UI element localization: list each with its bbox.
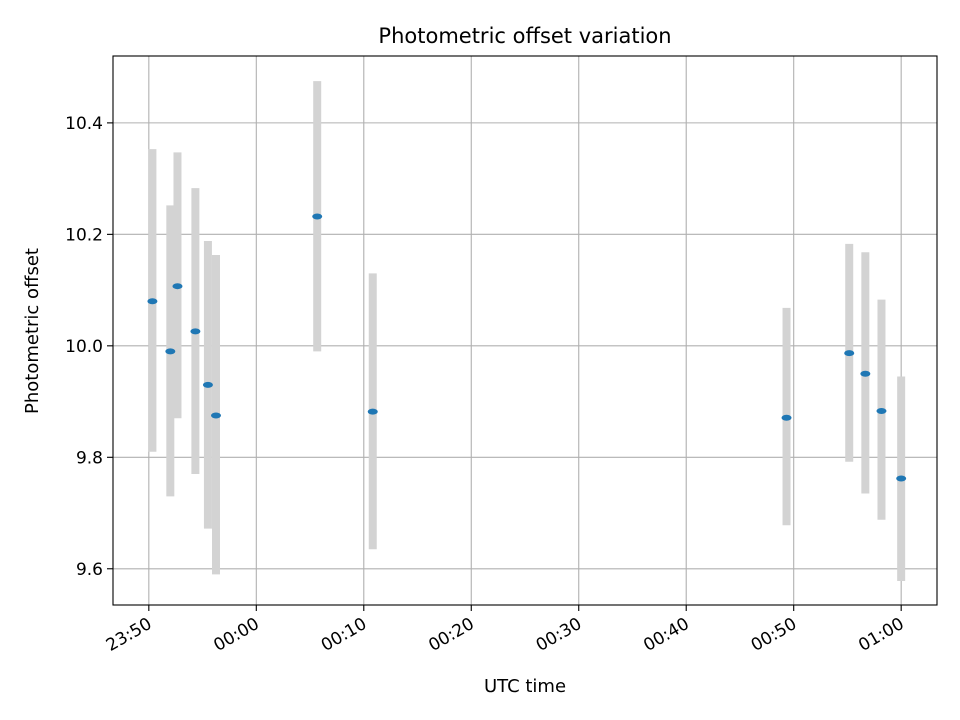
- data-point: [211, 412, 221, 419]
- chart-title: Photometric offset variation: [378, 24, 671, 48]
- y-tick-label: 9.8: [76, 448, 103, 468]
- y-tick-label: 10.0: [65, 337, 103, 357]
- data-point: [147, 298, 158, 305]
- data-point: [896, 475, 907, 482]
- data-point: [172, 283, 183, 290]
- x-axis-label: UTC time: [484, 676, 566, 697]
- data-point: [190, 328, 201, 335]
- y-tick-label: 9.6: [76, 560, 103, 580]
- plot-frame: [112, 55, 938, 606]
- y-axis-ticks: 9.6 9.8 10.0 10.2 10.4: [65, 114, 113, 580]
- y-axis-label: Photometric offset: [22, 248, 43, 414]
- grid: [113, 56, 937, 605]
- y-tick-label: 10.4: [65, 114, 103, 134]
- data-points: [147, 213, 907, 482]
- data-point: [367, 408, 378, 415]
- data-point: [312, 213, 323, 220]
- data-point: [844, 350, 855, 357]
- data-point: [860, 370, 871, 377]
- data-point: [876, 408, 887, 415]
- y-tick-label: 10.2: [65, 225, 103, 245]
- data-point: [781, 414, 792, 421]
- data-point: [202, 381, 213, 388]
- data-point: [165, 348, 176, 355]
